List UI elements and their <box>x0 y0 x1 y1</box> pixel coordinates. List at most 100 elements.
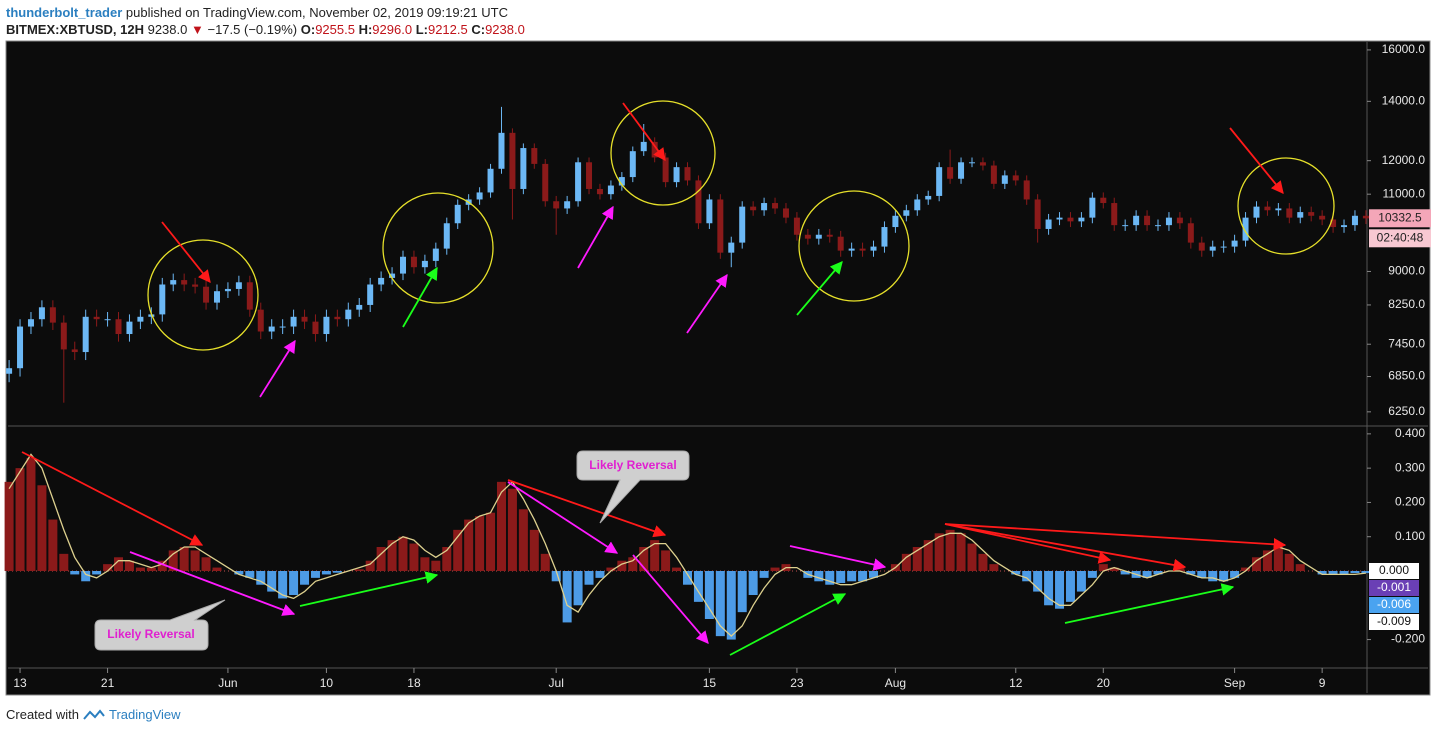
author[interactable]: thunderbolt_trader <box>6 5 123 20</box>
candle-body <box>761 203 768 211</box>
histogram-bar <box>1109 567 1119 571</box>
candle-body <box>137 316 144 322</box>
candle-body <box>1231 240 1238 247</box>
circle <box>382 192 494 304</box>
candle-body <box>213 291 220 303</box>
candle-body <box>367 284 374 305</box>
arrow <box>944 523 1112 564</box>
histogram-bar <box>256 571 266 585</box>
candle-body <box>804 234 811 239</box>
histogram-bar <box>639 547 649 571</box>
high: 9296.0 <box>372 22 413 37</box>
histogram-bar <box>420 557 430 571</box>
arrow <box>944 523 1187 572</box>
candle-body <box>410 256 417 268</box>
candle-body <box>1165 217 1172 226</box>
candle-body <box>979 162 986 166</box>
candle-body <box>1133 215 1140 226</box>
arrow <box>21 451 204 546</box>
candle-body <box>947 167 954 179</box>
y-tick-label: 11000.0 <box>1383 186 1426 200</box>
candle-body <box>1297 212 1304 218</box>
histogram-bar <box>1230 571 1240 578</box>
candle-body <box>1286 208 1293 218</box>
value-tag-box <box>1369 614 1419 630</box>
brand[interactable]: TradingView <box>108 707 181 722</box>
candle-body <box>389 273 396 278</box>
y-tick-label: 0.200 <box>1395 495 1425 509</box>
candle-body <box>1308 212 1315 216</box>
histogram-bar <box>453 529 463 571</box>
candle-body <box>1001 175 1008 184</box>
candle-body <box>509 132 516 189</box>
candle-body <box>1155 225 1162 227</box>
candle-body <box>596 188 603 195</box>
high-label: H: <box>358 22 373 37</box>
y-tick-label: 0.100 <box>1395 529 1425 543</box>
candle-body <box>38 307 45 320</box>
histogram-bar <box>901 553 911 571</box>
candle-body <box>815 234 822 239</box>
histogram-bar <box>650 540 660 571</box>
candle-body <box>958 162 965 179</box>
x-tick-label: Jul <box>549 676 564 690</box>
candle-body <box>1111 203 1118 226</box>
arrow <box>622 102 666 162</box>
candle-body <box>301 316 308 322</box>
histogram-bar <box>300 571 310 585</box>
candle-body <box>268 326 275 332</box>
candle-body <box>640 141 647 152</box>
histogram-bar <box>683 571 692 585</box>
candle-body <box>27 319 34 327</box>
candle-body <box>454 204 461 224</box>
histogram-bar <box>168 550 178 571</box>
candle-body <box>750 206 757 211</box>
x-tick-label: 21 <box>101 676 115 690</box>
histogram-bar <box>912 547 922 571</box>
candle-body <box>71 349 78 353</box>
arrow <box>577 205 614 269</box>
arrow <box>686 273 728 334</box>
histogram-bar <box>1317 571 1327 575</box>
histogram-bar <box>540 553 550 571</box>
histogram-bar <box>1219 571 1229 582</box>
histogram-bar <box>978 553 988 571</box>
header: thunderbolt_trader published on TradingV… <box>6 4 525 38</box>
candle-body <box>607 185 614 195</box>
candle-body <box>82 316 89 353</box>
histogram-bar <box>748 571 758 595</box>
change: −17.5 (−0.19%) <box>207 22 298 37</box>
histogram-bar <box>1087 571 1097 578</box>
x-tick-label: Jun <box>218 676 237 690</box>
candle-body <box>575 162 582 202</box>
candle-body <box>257 309 264 332</box>
published: published on TradingView.com, November 0… <box>125 5 508 20</box>
candle-body <box>1067 217 1074 222</box>
candle-body <box>793 217 800 235</box>
candle-body <box>104 319 111 321</box>
candle-body <box>1089 197 1096 218</box>
annotation: Likely Reversal <box>589 458 676 472</box>
candle-body <box>848 248 855 251</box>
candle-body <box>159 284 166 315</box>
histogram-bar <box>1273 547 1283 571</box>
candle-body <box>6 368 13 374</box>
candle-body <box>1330 219 1337 228</box>
candle-body <box>903 210 910 216</box>
arrow <box>789 545 887 571</box>
signal-line <box>8 453 1366 637</box>
header-line-2: BITMEX:XBTUSD, 12H 9238.0 ▼ −17.5 (−0.19… <box>6 21 525 38</box>
histogram-bar <box>1197 571 1207 578</box>
circle <box>610 100 716 206</box>
x-tick-label: 15 <box>703 676 717 690</box>
histogram-bar <box>1295 564 1305 571</box>
histogram-bar <box>551 571 561 582</box>
candle-body <box>826 234 833 237</box>
candle-body <box>1056 217 1063 220</box>
close: 9238.0 <box>485 22 525 37</box>
candle-body <box>290 316 297 327</box>
candle-body <box>990 165 997 184</box>
histogram-bar <box>923 540 933 571</box>
histogram-bar <box>1328 571 1338 575</box>
candle-body <box>1176 217 1183 224</box>
